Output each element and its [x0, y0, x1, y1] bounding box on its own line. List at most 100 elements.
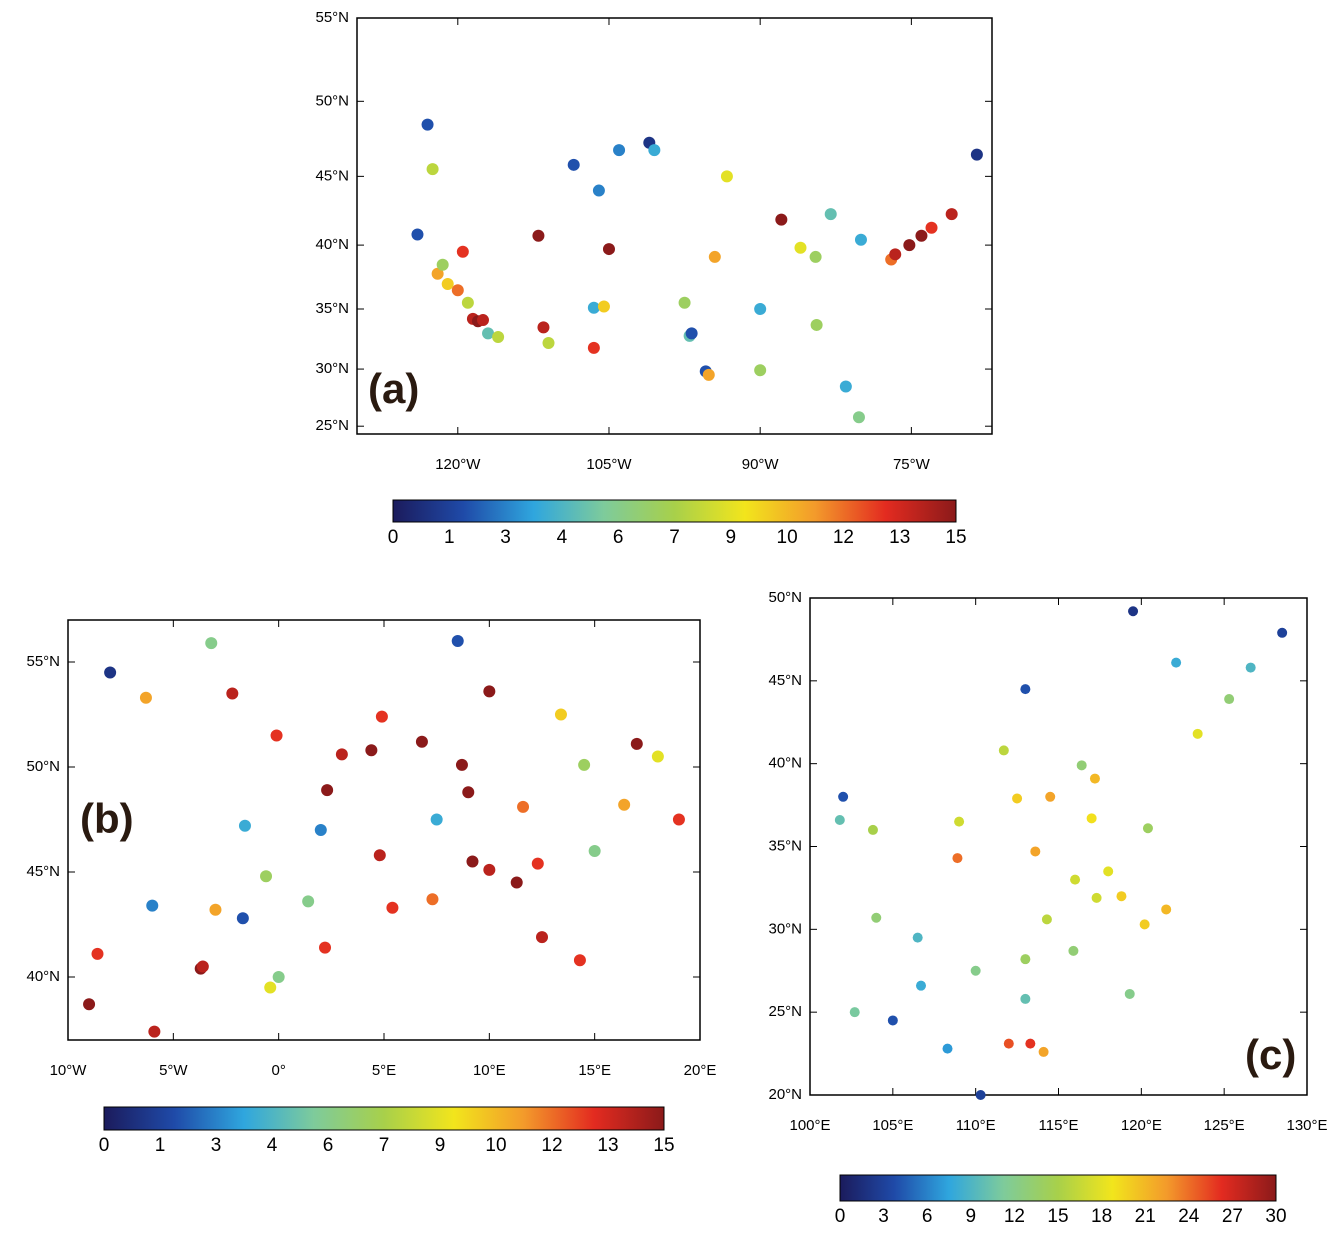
colorbar-label: 4: [557, 527, 568, 548]
station: [1161, 904, 1172, 915]
x-tick-label: 15°E: [578, 1062, 611, 1079]
station: [651, 750, 664, 763]
y-tick-label: 45°N: [26, 863, 60, 880]
station: [1041, 914, 1052, 925]
station: [630, 737, 643, 750]
station: [672, 813, 685, 826]
station: [1025, 1038, 1036, 1049]
station: [436, 258, 449, 271]
station: [492, 331, 505, 344]
colorbar-label: 1: [155, 1135, 166, 1156]
colorbar-label: 24: [1178, 1206, 1200, 1227]
colorbar-label: 10: [485, 1135, 506, 1156]
station: [264, 981, 277, 994]
station: [455, 758, 468, 771]
y-tick-label: 40°N: [768, 755, 802, 772]
station: [567, 158, 580, 171]
station: [302, 895, 315, 908]
station: [426, 163, 439, 176]
station: [236, 912, 249, 925]
station: [365, 744, 378, 757]
station: [1038, 1046, 1049, 1057]
station: [451, 284, 464, 297]
y-tick-label: 35°N: [768, 837, 802, 854]
x-tick-label: 5°E: [372, 1062, 396, 1079]
station: [708, 250, 721, 263]
colorbar-label: 12: [541, 1135, 562, 1156]
station: [451, 635, 464, 647]
colorbar-label: 7: [379, 1135, 390, 1156]
y-tick-label: 20°N: [768, 1086, 802, 1103]
station: [1139, 919, 1150, 930]
y-tick-label: 40°N: [26, 968, 60, 985]
x-tick-label: 105°E: [872, 1117, 913, 1134]
station: [810, 318, 823, 331]
station: [554, 708, 567, 721]
station: [854, 233, 867, 246]
station: [238, 819, 251, 832]
station: [1076, 760, 1087, 771]
station: [386, 901, 399, 914]
y-tick-label: 55°N: [315, 9, 349, 26]
station: [335, 748, 348, 761]
station: [1091, 892, 1102, 903]
x-tick-label: 5°W: [159, 1062, 188, 1079]
station: [1030, 846, 1041, 857]
station: [461, 296, 474, 309]
station: [483, 863, 496, 876]
station: [510, 876, 523, 889]
panel-label: (b): [80, 795, 134, 842]
y-tick-label: 30°N: [768, 920, 802, 937]
station: [970, 148, 983, 161]
station: [319, 941, 332, 954]
station: [314, 824, 327, 836]
station: [373, 849, 386, 862]
station: [834, 814, 845, 825]
station: [209, 903, 222, 916]
station: [415, 735, 428, 748]
colorbar-label: 15: [653, 1135, 674, 1156]
station: [1003, 1038, 1014, 1049]
station: [838, 791, 849, 802]
colorbar-label: 9: [726, 527, 737, 548]
x-tick-label: 10°W: [50, 1062, 88, 1079]
y-tick-label: 25°N: [768, 1003, 802, 1020]
station: [456, 245, 469, 258]
map-frame: [809, 597, 1308, 1096]
station: [1103, 866, 1114, 877]
y-tick-label: 35°N: [315, 300, 349, 317]
panel-label: (c): [1245, 1031, 1296, 1078]
x-tick-label: 130°E: [1286, 1117, 1327, 1134]
x-tick-label: 75°W: [893, 456, 931, 473]
station: [915, 980, 926, 991]
station: [849, 1007, 860, 1018]
station: [148, 1025, 161, 1038]
y-tick-label: 50°N: [26, 758, 60, 775]
station: [573, 954, 586, 967]
station: [912, 932, 923, 943]
station: [852, 411, 865, 424]
y-tick-label: 45°N: [768, 672, 802, 689]
station: [531, 857, 544, 870]
colorbar-label: 1: [444, 527, 455, 548]
station: [542, 337, 555, 350]
station: [421, 118, 434, 131]
station: [754, 302, 767, 315]
colorbar-label: 27: [1222, 1206, 1243, 1227]
x-tick-label: 115°E: [1039, 1117, 1079, 1134]
station: [1142, 823, 1153, 834]
station: [431, 267, 444, 280]
station: [205, 637, 218, 650]
colorbar-label: 3: [500, 527, 511, 548]
x-tick-label: 10°E: [473, 1062, 506, 1079]
colorbar-label: 21: [1135, 1206, 1156, 1227]
station: [754, 364, 767, 377]
map-panel: 120°W 105°W 90°W 75°W 25°N 30°N 35°N 40°N 45°N 50…: [315, 9, 993, 548]
station: [1124, 988, 1135, 999]
x-tick-label: 100°E: [789, 1117, 830, 1134]
station: [587, 301, 600, 314]
station: [1070, 874, 1081, 885]
station: [945, 208, 958, 221]
station: [1045, 791, 1056, 802]
